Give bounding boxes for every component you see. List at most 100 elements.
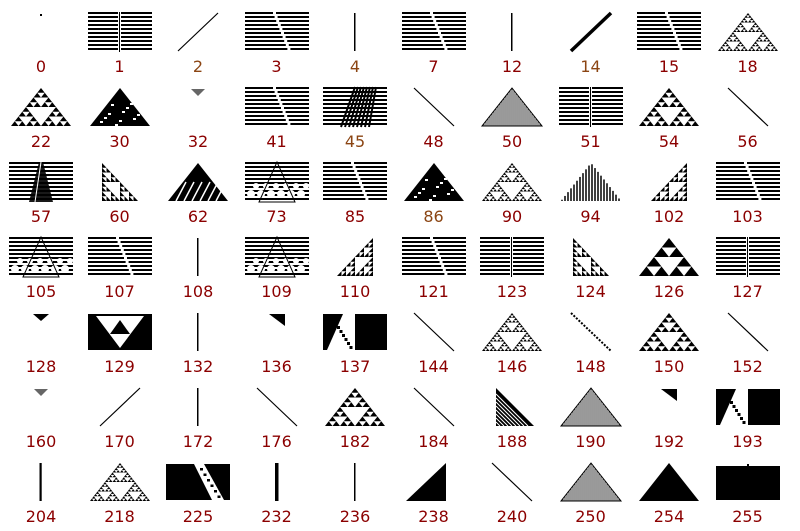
rule-cell: 255 (709, 450, 787, 526)
rule-thumbnail (274, 463, 278, 501)
rule-cell: 204 (2, 450, 80, 526)
rule-number-label: 85 (344, 207, 366, 226)
rule-thumbnail (715, 389, 780, 425)
rule-thumbnail (403, 163, 464, 201)
rule-number-label: 30 (109, 132, 130, 151)
rule-cell: 7 (395, 0, 473, 76)
rule-thumbnail (401, 237, 466, 276)
rule-number-label: 126 (653, 282, 685, 301)
rule-cell: 190 (552, 375, 630, 451)
rule-number-label: 144 (418, 357, 449, 376)
rule-number-label: 48 (423, 132, 444, 151)
rule-cell: 41 (238, 75, 316, 151)
rule-cell: 62 (159, 150, 237, 226)
rule-thumbnail (727, 312, 768, 352)
rule-cell: 102 (630, 150, 708, 226)
rule-thumbnail (637, 12, 701, 51)
rule-cell: 90 (473, 150, 551, 226)
rule-thumbnail (639, 463, 699, 501)
rule-cell: 136 (238, 300, 316, 376)
rule-number-label: 57 (30, 207, 52, 226)
rule-thumbnail (337, 238, 373, 276)
rule-thumbnail (480, 237, 544, 277)
rule-cell: 238 (395, 450, 473, 526)
rule-number-label: 152 (732, 357, 763, 376)
rule-number-label: 236 (339, 507, 371, 526)
rule-number-label: 123 (496, 282, 528, 301)
rule-cell: 150 (630, 300, 708, 376)
rule-number-label: 32 (187, 132, 209, 151)
rule-number-label: 3 (271, 57, 282, 76)
rule-cell: 236 (316, 450, 394, 526)
rule-number-label: 188 (496, 432, 528, 451)
rule-cell: 124 (552, 225, 630, 301)
rule-number-label: 62 (187, 207, 209, 226)
rule-number-label: 110 (339, 282, 371, 301)
rule-cell: 121 (395, 225, 473, 301)
rule-cell: 1 (81, 0, 159, 76)
rule-cell: 172 (159, 375, 237, 451)
rule-cell: 128 (2, 300, 80, 376)
rule-number-label: 105 (25, 282, 57, 301)
rule-cell: 103 (709, 150, 787, 226)
rule-cell: 129 (81, 300, 159, 376)
rule-cell: 182 (316, 375, 394, 451)
rule-thumbnail (511, 13, 513, 51)
rule-cell: 94 (552, 150, 630, 226)
rule-number-label: 146 (496, 357, 528, 376)
rule-number-label: 176 (261, 432, 292, 451)
rule-thumbnail (559, 462, 622, 502)
rule-thumbnail (413, 312, 454, 352)
rule-number-label: 7 (428, 57, 439, 76)
rule-number-label: 190 (575, 432, 606, 451)
rule-number-label: 182 (339, 432, 371, 451)
rule-thumbnail (323, 314, 387, 350)
rule-thumbnail (715, 162, 780, 201)
rule-number-label: 250 (575, 507, 606, 526)
rule-cell: 160 (2, 375, 80, 451)
rule-number-label: 45 (344, 132, 366, 151)
rule-cell: 192 (630, 375, 708, 451)
rule-thumbnail (87, 314, 152, 350)
rule-thumbnail (651, 163, 687, 201)
rule-thumbnail (661, 389, 677, 401)
rule-number-label: 15 (658, 57, 680, 76)
rule-cell: 50 (473, 75, 551, 151)
rule-cell: 60 (81, 150, 159, 226)
rule-cell: 184 (395, 375, 473, 451)
rule-number-label: 150 (653, 357, 685, 376)
rule-number-label: 204 (25, 507, 57, 526)
rule-number-label: 218 (104, 507, 135, 526)
rule-number-label: 12 (501, 57, 523, 76)
rule-number-label: 56 (737, 132, 758, 151)
rule-cell: 12 (473, 0, 551, 76)
rule-number-label: 240 (496, 507, 528, 526)
rule-number-label: 107 (104, 282, 135, 301)
rule-thumbnail (572, 238, 609, 276)
rule-cell: 127 (709, 225, 787, 301)
rule-number-label: 160 (25, 432, 57, 451)
rule-number-label: 127 (732, 282, 763, 301)
rule-cell: 51 (552, 75, 630, 151)
rule-thumbnail (89, 88, 150, 126)
rule-number-label: 255 (732, 507, 763, 526)
rule-cell: 240 (473, 450, 551, 526)
rule-number-label: 192 (653, 432, 685, 451)
rule-thumbnail (9, 161, 73, 203)
rule-number-label: 184 (418, 432, 449, 451)
rule-thumbnail (323, 86, 387, 128)
rule-cell: 148 (552, 300, 630, 376)
rule-thumbnail (480, 87, 544, 127)
rule-thumbnail (413, 87, 454, 127)
rule-number-label: 108 (182, 282, 214, 301)
rule-cell: 105 (2, 225, 80, 301)
rule-thumbnail (413, 387, 454, 427)
rule-number-label: 22 (30, 132, 52, 151)
rule-number-label: 50 (501, 132, 523, 151)
rule-cell: 32 (159, 75, 237, 151)
rule-number-label: 18 (737, 57, 758, 76)
rule-number-label: 170 (104, 432, 135, 451)
rule-thumbnail (639, 313, 699, 351)
rule-cell: 30 (81, 75, 159, 151)
